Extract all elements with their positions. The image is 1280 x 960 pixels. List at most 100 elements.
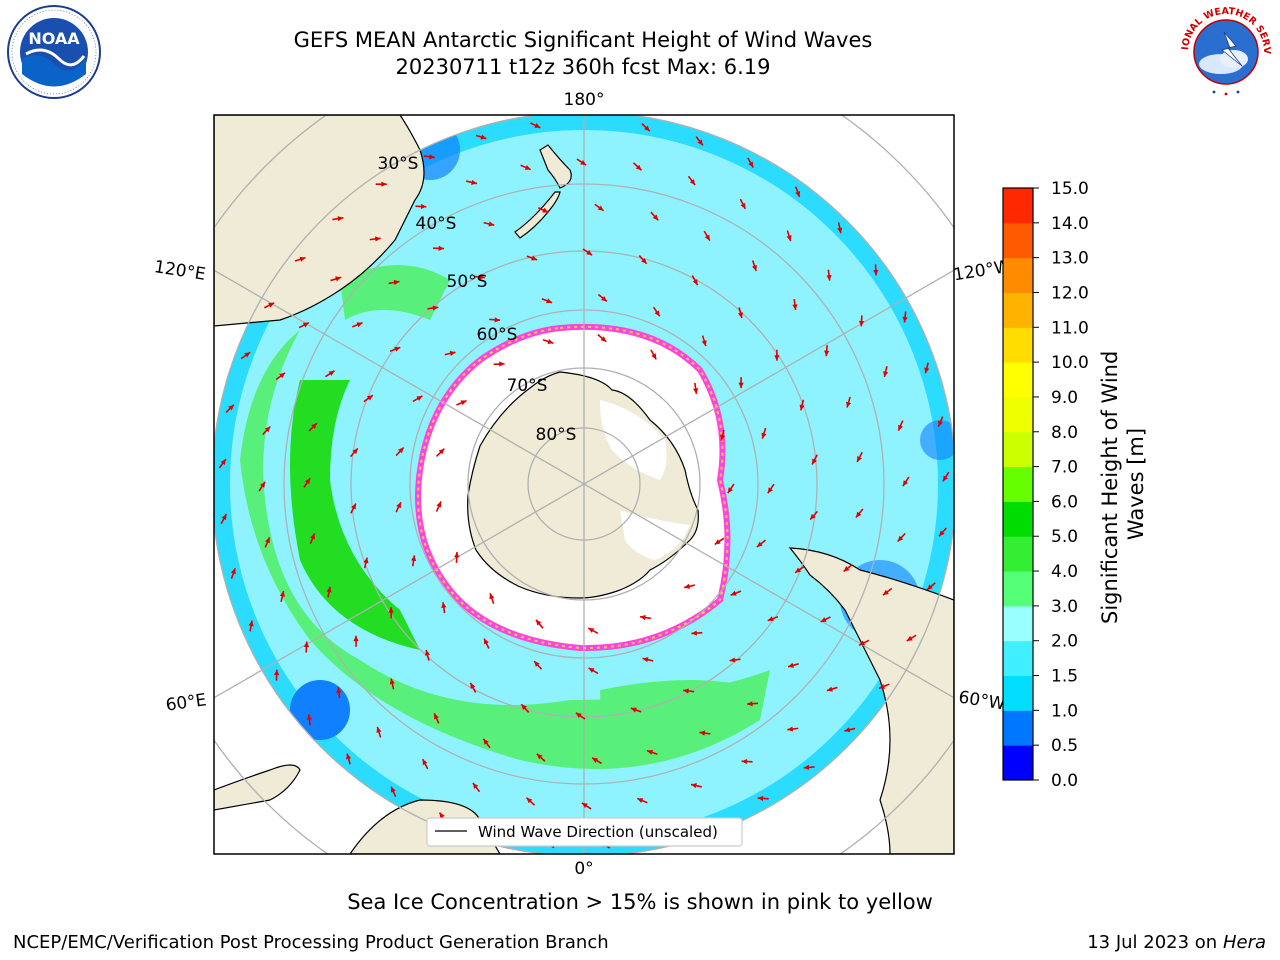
wave-arrow-head [652, 214, 659, 221]
wave-arrow-head [220, 459, 226, 465]
wave-arrow-head [388, 607, 394, 613]
wave-arrow-head [424, 649, 431, 656]
wave-arrow-head [484, 638, 489, 645]
map-legend: Wind Wave Direction (unscaled) [426, 817, 743, 847]
wave-arrow-head [641, 258, 647, 264]
wave-arrow-head [534, 661, 540, 667]
wave-arrow-head [844, 727, 851, 733]
wave-arrow-head [449, 350, 456, 356]
wave-arrow-head [898, 424, 903, 431]
wave-arrow-head [826, 686, 833, 692]
wave-arrow-head [588, 667, 595, 673]
wave-arrow-head [480, 134, 487, 140]
wave-arrow-head [268, 302, 275, 308]
wave-arrow-head [526, 797, 533, 804]
wave-arrow-head [701, 340, 707, 347]
noaa-logo: NOAA [4, 4, 104, 100]
lon-label-60e: 60°E [165, 690, 208, 715]
wave-arrow-head [906, 635, 913, 641]
wave-arrow-head [683, 688, 689, 694]
wave-arrow-head [737, 312, 744, 319]
wave-arrow-head [756, 541, 763, 547]
wave-arrow-head [265, 537, 270, 544]
wave-arrow-head [274, 669, 280, 676]
wave-arrow-head [727, 487, 733, 494]
wave-arrow-head [460, 400, 467, 406]
wave-arrow-head [699, 730, 706, 736]
wave-arrow-head [588, 628, 595, 633]
wave-arrow-head [897, 535, 904, 542]
wave-arrow-head [738, 382, 744, 389]
wave-arrow-head [942, 475, 948, 482]
wave-arrow-head [524, 165, 531, 170]
wave-arrow-head [394, 346, 401, 352]
wave-arrow-head [335, 276, 342, 282]
wave-arrow-head [546, 298, 553, 304]
wave-arrow-head [351, 503, 356, 510]
lon-label-60w: 60°W [957, 687, 1007, 714]
wave-arrow-head [471, 179, 477, 185]
wave-arrow-head [843, 566, 850, 572]
wave-arrow-head [439, 812, 445, 819]
wave-arrow-head [642, 657, 649, 663]
wave-arrow-head [601, 296, 607, 302]
wave-arrow-head [924, 367, 930, 374]
wave-arrow-head [586, 249, 593, 256]
wave-arrow-head [873, 269, 879, 276]
wave-arrow-head [248, 620, 254, 627]
lat-label-50s: 50°S [447, 272, 488, 292]
wave-arrow-head [244, 352, 251, 358]
wave-arrow-head [837, 227, 843, 234]
wave-arrow-head [752, 265, 757, 271]
wave-arrow-head [846, 401, 852, 408]
wave-arrow-head [795, 567, 801, 573]
wave-arrow-head [542, 207, 549, 213]
wave-arrow-head [438, 448, 445, 455]
wave-arrow-head [803, 764, 810, 771]
wave-arrow-head [363, 557, 369, 564]
wave-arrow-head [575, 712, 582, 719]
wave-arrow-head [302, 322, 309, 328]
wave-arrow-head [938, 420, 943, 427]
wave-arrow-head [902, 480, 909, 487]
wave-arrow-head [857, 456, 862, 463]
wave-arrow-head [730, 590, 737, 596]
wave-arrow-head [600, 336, 607, 342]
wave-arrow-head [720, 434, 726, 441]
wave-arrow-head [336, 687, 342, 694]
lat-label-70s: 70°S [507, 376, 548, 396]
wave-arrow-head [740, 202, 746, 209]
wave-arrow-head [689, 179, 696, 186]
wave-arrow-head [693, 388, 699, 394]
wave-arrow-head [479, 274, 485, 280]
wave-arrow-head [786, 235, 792, 242]
wave-arrow-head [684, 583, 691, 589]
lon-label-120e: 120°E [153, 257, 207, 285]
lat-label-40s: 40°S [416, 214, 457, 234]
wave-arrow-head [741, 758, 748, 765]
wave-arrow-head [494, 317, 501, 323]
wave-arrow-head [795, 191, 801, 198]
wave-arrow-head [390, 786, 396, 793]
wave-arrow-head [393, 279, 400, 286]
wave-arrow-head [434, 713, 439, 720]
wave-arrow-head [454, 551, 460, 558]
wave-arrow-head [644, 125, 650, 132]
wave-arrow-head [436, 501, 442, 508]
lat-label-60s: 60°S [477, 325, 518, 345]
wave-arrow-head [882, 589, 889, 596]
wave-arrow-head [774, 355, 780, 361]
wave-arrow-head [326, 586, 332, 593]
wave-arrow-head [536, 753, 543, 760]
wave-arrow-head [303, 641, 310, 648]
wave-arrow-head [432, 305, 439, 311]
wave-arrow-head [581, 802, 588, 809]
wave-arrow-head [353, 635, 359, 642]
wave-arrow-head [259, 481, 266, 488]
wave-arrow-head [264, 426, 271, 433]
footer-right: 13 Jul 2023 on Hera [1087, 932, 1266, 953]
wave-arrow-head [761, 432, 767, 439]
wave-arrow-head [489, 593, 495, 600]
wave-arrow-head [547, 339, 554, 344]
wave-arrow-head [691, 630, 697, 636]
